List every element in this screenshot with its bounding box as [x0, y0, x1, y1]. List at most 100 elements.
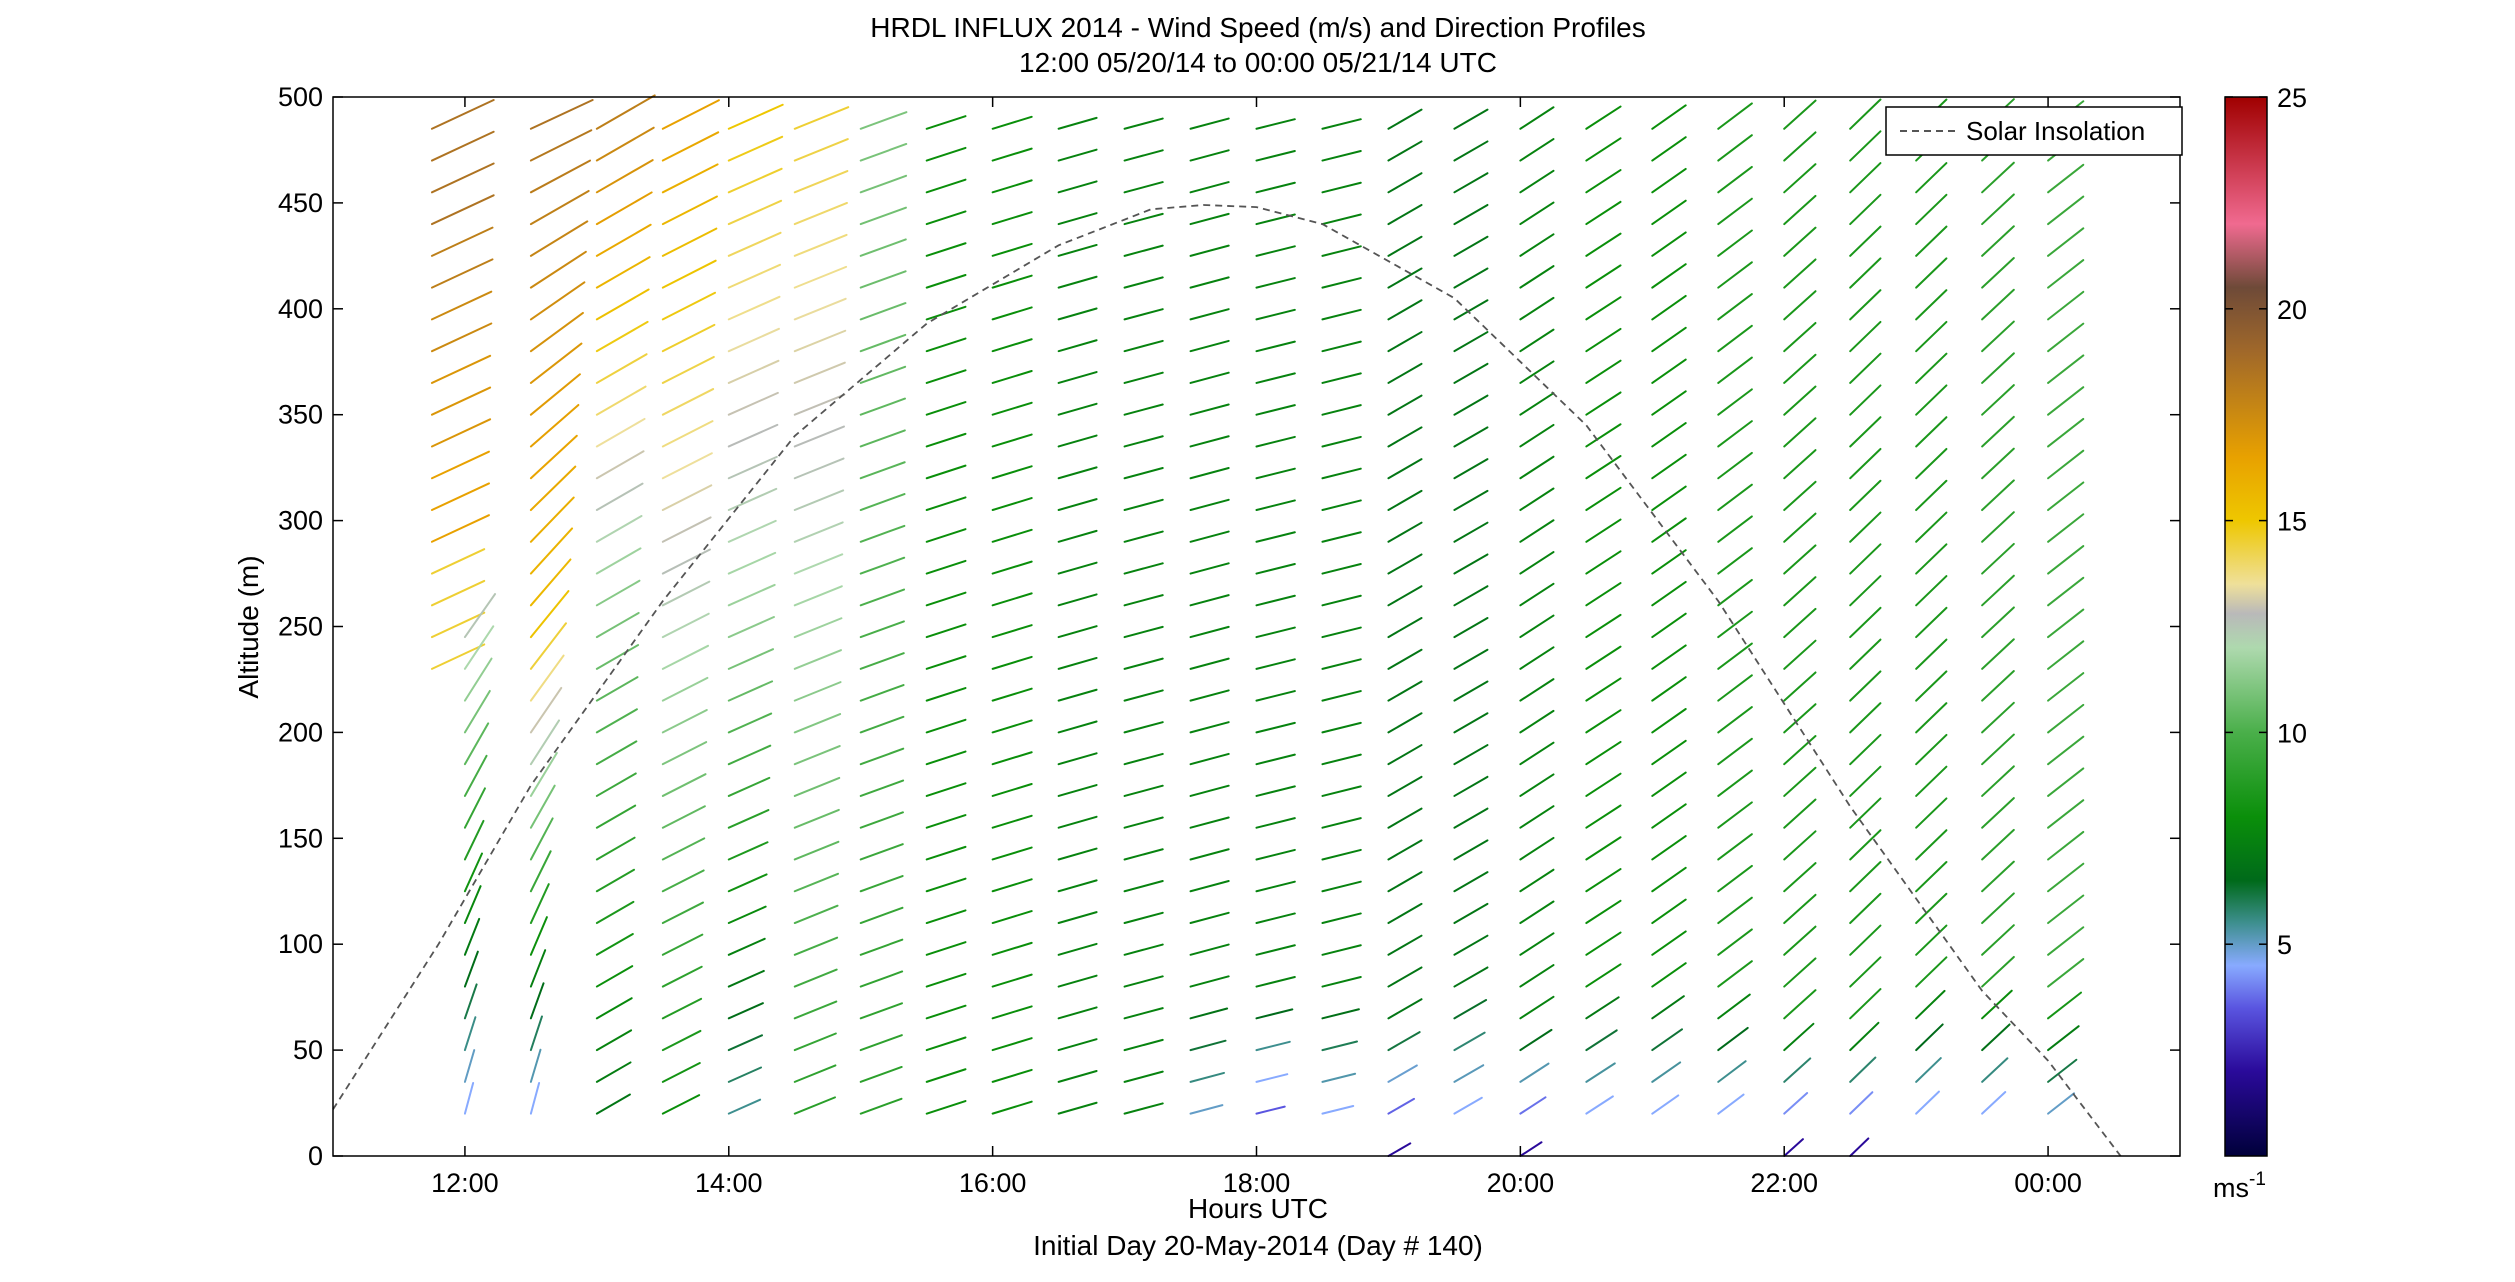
- wind-barb: [1123, 371, 1164, 384]
- wind-barb: [1519, 678, 1555, 702]
- wind-barb: [1519, 1062, 1550, 1083]
- wind-barb: [529, 281, 586, 321]
- wind-barb: [1057, 942, 1098, 956]
- wind-barb: [1915, 861, 1948, 893]
- wind-barb: [1981, 352, 2015, 384]
- wind-barb: [727, 1002, 764, 1020]
- wind-barb: [991, 973, 1033, 988]
- wind-barb: [793, 872, 839, 893]
- legend-box: [1885, 106, 2183, 156]
- y-axis-label: Altitude (m): [233, 555, 264, 698]
- wind-barb: [661, 901, 704, 925]
- wind-barb: [1453, 521, 1489, 543]
- wind-barb: [1453, 172, 1489, 194]
- wind-barb: [991, 370, 1033, 384]
- wind-barb: [1717, 706, 1753, 734]
- wind-barb: [463, 657, 493, 702]
- wind-barb: [1717, 864, 1753, 893]
- wind-barb: [2047, 1058, 2078, 1083]
- wind-barb: [1321, 531, 1362, 543]
- wind-barb: [1849, 575, 1882, 607]
- wind-barb: [859, 302, 907, 321]
- wind-barb: [595, 644, 640, 670]
- wind-barb: [1189, 562, 1230, 575]
- wind-barb: [661, 965, 703, 988]
- wind-barb: [2047, 227, 2085, 257]
- y-tick-label: 300: [278, 506, 323, 536]
- wind-barb: [1519, 582, 1555, 607]
- wind-barb: [1189, 975, 1230, 988]
- wind-barb: [1387, 934, 1423, 956]
- wind-barb: [430, 450, 490, 480]
- wind-barb: [1717, 993, 1751, 1020]
- wind-barb: [859, 588, 906, 607]
- wind-barb: [793, 681, 842, 702]
- wind-barb: [1585, 1095, 1614, 1115]
- wind-barb: [1123, 1007, 1164, 1020]
- wind-barb: [1849, 1021, 1880, 1052]
- wind-barb: [1387, 362, 1423, 384]
- wind-barb: [1189, 149, 1230, 162]
- wind-barb: [529, 98, 594, 130]
- wind-barb: [925, 941, 967, 956]
- wind-barb: [727, 295, 781, 321]
- wind-barb: [1123, 181, 1164, 194]
- wind-barb: [859, 270, 907, 289]
- wind-barb: [1915, 511, 1948, 543]
- wind-barb: [793, 936, 839, 956]
- wind-barb: [1915, 352, 1948, 384]
- wind-barb: [1123, 657, 1164, 670]
- wind-barb: [1123, 244, 1164, 257]
- wind-barb: [595, 676, 639, 702]
- wind-barb: [793, 361, 846, 384]
- wind-barb: [991, 719, 1033, 734]
- wind-barb: [1783, 1138, 1804, 1157]
- wind-barb: [1981, 542, 2015, 575]
- wind-barb: [1981, 225, 2015, 257]
- wind-barb: [661, 1062, 701, 1083]
- wind-barb: [925, 432, 967, 448]
- wind-barb: [793, 329, 847, 353]
- wind-barb: [1849, 1137, 1870, 1157]
- wind-barbs: [430, 94, 2085, 1157]
- wind-barb: [1255, 1040, 1291, 1052]
- wind-barb: [2047, 259, 2085, 289]
- wind-barb: [727, 135, 784, 162]
- wind-barb: [1189, 848, 1230, 861]
- wind-barb: [1189, 181, 1230, 194]
- wind-barb: [595, 417, 646, 448]
- wind-barb: [1321, 1040, 1359, 1052]
- wind-barb: [1783, 99, 1817, 130]
- wind-barb: [463, 917, 481, 956]
- wind-barb: [1783, 194, 1817, 226]
- wind-barb: [1255, 340, 1296, 353]
- wind-barb: [1849, 193, 1882, 226]
- wind-barb: [793, 840, 840, 861]
- wind-barb: [1189, 721, 1230, 734]
- wind-barb: [1783, 449, 1817, 480]
- wind-barb: [1387, 299, 1423, 321]
- wind-barb: [1387, 712, 1423, 734]
- wind-barb: [991, 497, 1033, 512]
- wind-barb: [1453, 362, 1489, 384]
- wind-barb: [1255, 435, 1296, 448]
- wind-barb: [1585, 200, 1622, 226]
- wind-barb: [991, 1005, 1033, 1020]
- wind-barb: [1387, 585, 1423, 607]
- wind-barb: [1189, 403, 1230, 416]
- wind-barb: [925, 877, 967, 893]
- wind-barb: [430, 611, 486, 639]
- wind-barb: [1255, 245, 1296, 257]
- wind-barb: [1981, 606, 2015, 639]
- wind-barb: [991, 433, 1033, 448]
- wind-barb: [1057, 625, 1098, 639]
- wind-barb: [1849, 861, 1882, 893]
- wind-barb: [1915, 702, 1948, 734]
- wind-barb: [1585, 359, 1622, 384]
- wind-barb: [1717, 769, 1753, 797]
- wind-barb: [1453, 108, 1489, 130]
- wind-barb: [1717, 642, 1753, 670]
- wind-barb: [1453, 839, 1489, 861]
- wind-barb: [793, 1096, 836, 1115]
- wind-barb: [1717, 388, 1753, 416]
